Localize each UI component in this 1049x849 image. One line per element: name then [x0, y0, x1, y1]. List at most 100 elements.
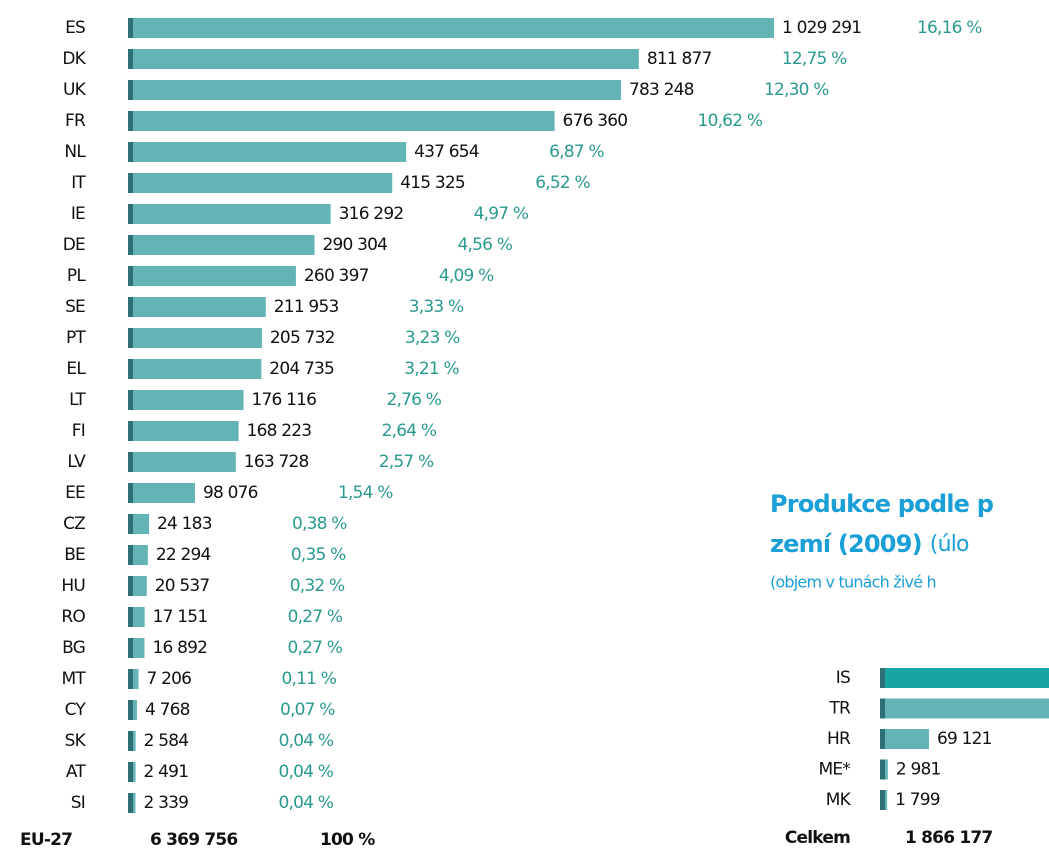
value-label: 17 151: [153, 607, 208, 627]
category-label: EL: [66, 359, 86, 379]
share-label: 0,38 %: [292, 514, 347, 534]
chart-title: Produkce podle p: [770, 490, 994, 518]
category-label: DE: [63, 235, 85, 255]
share-label: 6,87 %: [549, 142, 604, 162]
bar-cap: [128, 142, 133, 162]
category-label: IS: [836, 668, 850, 688]
share-label: 12,30 %: [764, 80, 829, 100]
share-label: 2,64 %: [382, 421, 437, 441]
bar-cap: [880, 759, 885, 780]
bar: [128, 514, 150, 534]
bar: [128, 204, 331, 224]
bar-cap: [128, 514, 133, 534]
bar-cap: [880, 729, 885, 749]
bar: [128, 142, 407, 162]
bar-cap: [128, 669, 133, 689]
bar-cap: [128, 111, 133, 131]
category-label: PT: [66, 328, 86, 348]
share-label: 3,23 %: [405, 328, 460, 348]
bar: [880, 668, 1049, 688]
value-label: 163 728: [244, 452, 309, 472]
value-label: 168 223: [247, 421, 312, 441]
category-label: FR: [65, 111, 86, 131]
bar: [128, 328, 262, 348]
bar-cap: [128, 49, 133, 69]
value-label: 24 183: [157, 514, 212, 534]
value-label: 1 799: [895, 790, 940, 810]
value-label: 1 029 291: [782, 18, 861, 38]
chart-subtitle: (objem v tunách živé h: [770, 573, 936, 592]
bar-cap: [128, 204, 133, 224]
share-label: 4,09 %: [439, 266, 494, 286]
share-label: 2,76 %: [387, 390, 442, 410]
category-label: BG: [62, 638, 85, 658]
value-label: 16 892: [153, 638, 208, 658]
bar-cap: [128, 80, 133, 100]
bar: [880, 698, 1049, 719]
bar: [128, 421, 239, 441]
bar-cap: [128, 545, 133, 565]
value-label: 290 304: [323, 235, 388, 255]
bar-cap: [128, 607, 133, 627]
category-label: RO: [61, 607, 85, 627]
category-label: LV: [67, 452, 86, 472]
bar-cap: [128, 266, 133, 286]
value-label: 811 877: [647, 49, 712, 69]
share-label: 6,52 %: [535, 173, 590, 193]
bar-cap: [128, 421, 133, 441]
bar-cap: [128, 700, 133, 720]
value-label: 316 292: [339, 204, 404, 224]
bar-cap: [128, 793, 133, 813]
share-label: 3,33 %: [409, 297, 464, 317]
category-label: ME*: [818, 760, 850, 780]
bar: [128, 669, 139, 689]
category-label: SI: [71, 793, 85, 813]
category-label: FI: [72, 421, 85, 441]
value-label: 783 248: [629, 80, 694, 100]
total-name: EU-27: [20, 830, 72, 849]
category-label: HR: [827, 729, 851, 749]
bar-cap: [128, 18, 133, 38]
bar-cap: [128, 731, 133, 751]
bar-cap: [128, 483, 133, 503]
category-label: LT: [69, 390, 86, 410]
category-label: CY: [65, 700, 87, 720]
bar: [128, 359, 262, 379]
value-label: 98 076: [203, 483, 258, 503]
total-name: Celkem: [785, 828, 850, 848]
share-label: 3,21 %: [404, 359, 459, 379]
bar: [128, 452, 236, 472]
category-label: CZ: [63, 514, 85, 534]
bar: [128, 297, 266, 317]
value-label: 7 206: [146, 669, 191, 689]
category-label: SE: [65, 297, 85, 317]
category-label: PL: [67, 266, 86, 286]
value-label: 437 654: [414, 142, 479, 162]
value-label: 260 397: [304, 266, 369, 286]
category-label: NL: [64, 142, 86, 162]
share-label: 1,54 %: [338, 483, 393, 503]
bar-cap: [880, 698, 885, 719]
value-label: 176 116: [252, 390, 317, 410]
category-label: HU: [61, 576, 85, 596]
category-label: BE: [64, 545, 85, 565]
value-label: 4 768: [145, 700, 190, 720]
category-label: IE: [71, 204, 85, 224]
value-label: 2 491: [144, 762, 189, 782]
bar-cap: [128, 328, 133, 348]
category-label: AT: [66, 762, 87, 782]
bar-cap: [880, 790, 885, 810]
bar-cap: [128, 390, 133, 410]
share-label: 0,32 %: [290, 576, 345, 596]
share-label: 12,75 %: [782, 49, 847, 69]
category-label: UK: [63, 80, 87, 100]
share-label: 0,11 %: [281, 669, 336, 689]
total-value: 1 866 177: [905, 828, 992, 848]
value-label: 211 953: [274, 297, 339, 317]
category-label: MT: [62, 669, 87, 689]
value-label: 22 294: [156, 545, 211, 565]
bar: [128, 18, 774, 38]
share-label: 4,97 %: [474, 204, 529, 224]
value-label: 205 732: [270, 328, 335, 348]
